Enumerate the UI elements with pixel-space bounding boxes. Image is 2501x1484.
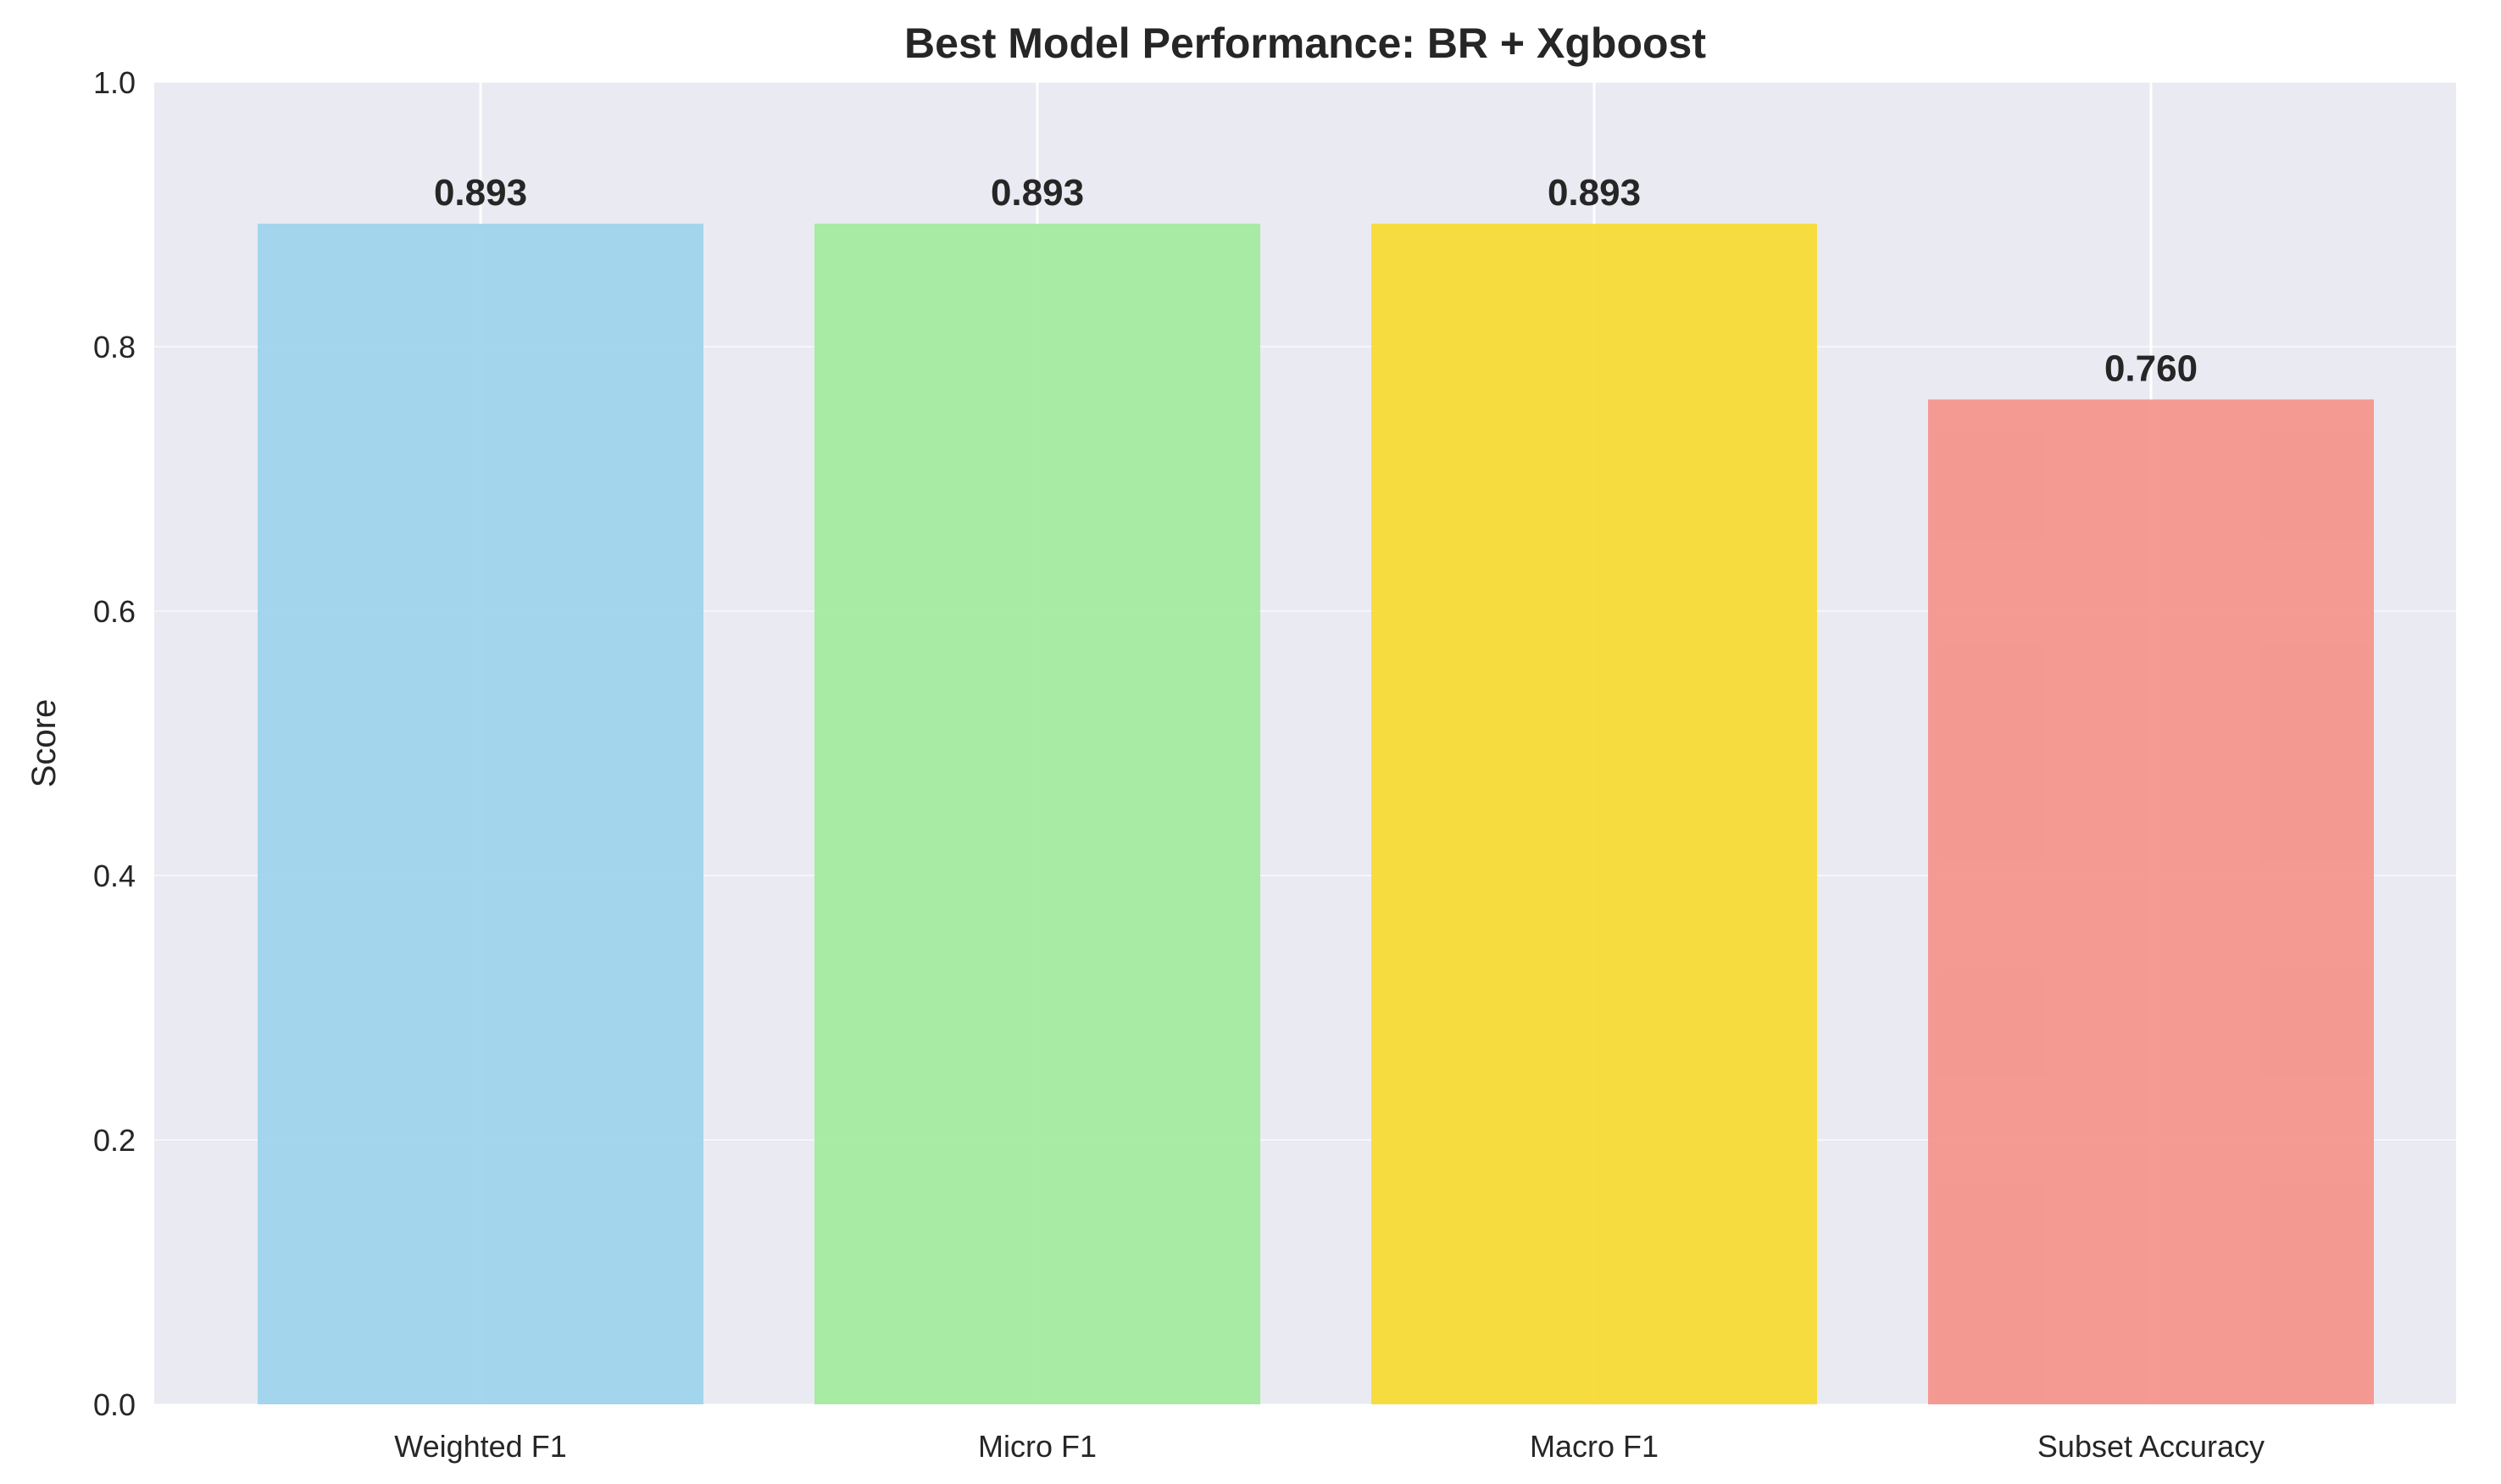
y-tick-label: 0.2 <box>93 1123 136 1158</box>
x-axis-ticks: Weighted F1 Micro F1 Macro F1 Subset Accura… <box>394 1429 2265 1464</box>
y-tick-label: 0.6 <box>93 594 136 629</box>
bar-value-label: 0.760 <box>2104 347 2198 389</box>
bar-subset-accuracy <box>1928 399 2374 1404</box>
bar-weighted-f1 <box>258 223 703 1404</box>
chart-title: Best Model Performance: BR + Xgboost <box>904 19 1706 67</box>
y-axis-label: Score <box>25 699 63 788</box>
x-tick-label: Weighted F1 <box>394 1429 566 1464</box>
y-tick-label: 0.8 <box>93 330 136 364</box>
y-tick-label: 1.0 <box>93 65 136 100</box>
y-tick-label: 0.0 <box>93 1387 136 1422</box>
x-tick-label: Macro F1 <box>1530 1429 1659 1464</box>
x-tick-label: Micro F1 <box>978 1429 1097 1464</box>
bar-value-label: 0.893 <box>991 172 1084 214</box>
bar-micro-f1 <box>814 223 1260 1404</box>
bar-value-label: 0.893 <box>434 172 527 214</box>
bar-value-label: 0.893 <box>1548 172 1641 214</box>
value-labels: 0.893 0.893 0.893 0.760 <box>434 172 2198 389</box>
x-tick-label: Subset Accuracy <box>2037 1429 2265 1464</box>
y-tick-label: 0.4 <box>93 859 136 893</box>
bar-macro-f1 <box>1371 223 1817 1404</box>
y-axis-ticks: 0.0 0.2 0.4 0.6 0.8 1.0 <box>93 65 136 1422</box>
bars <box>258 223 2374 1404</box>
